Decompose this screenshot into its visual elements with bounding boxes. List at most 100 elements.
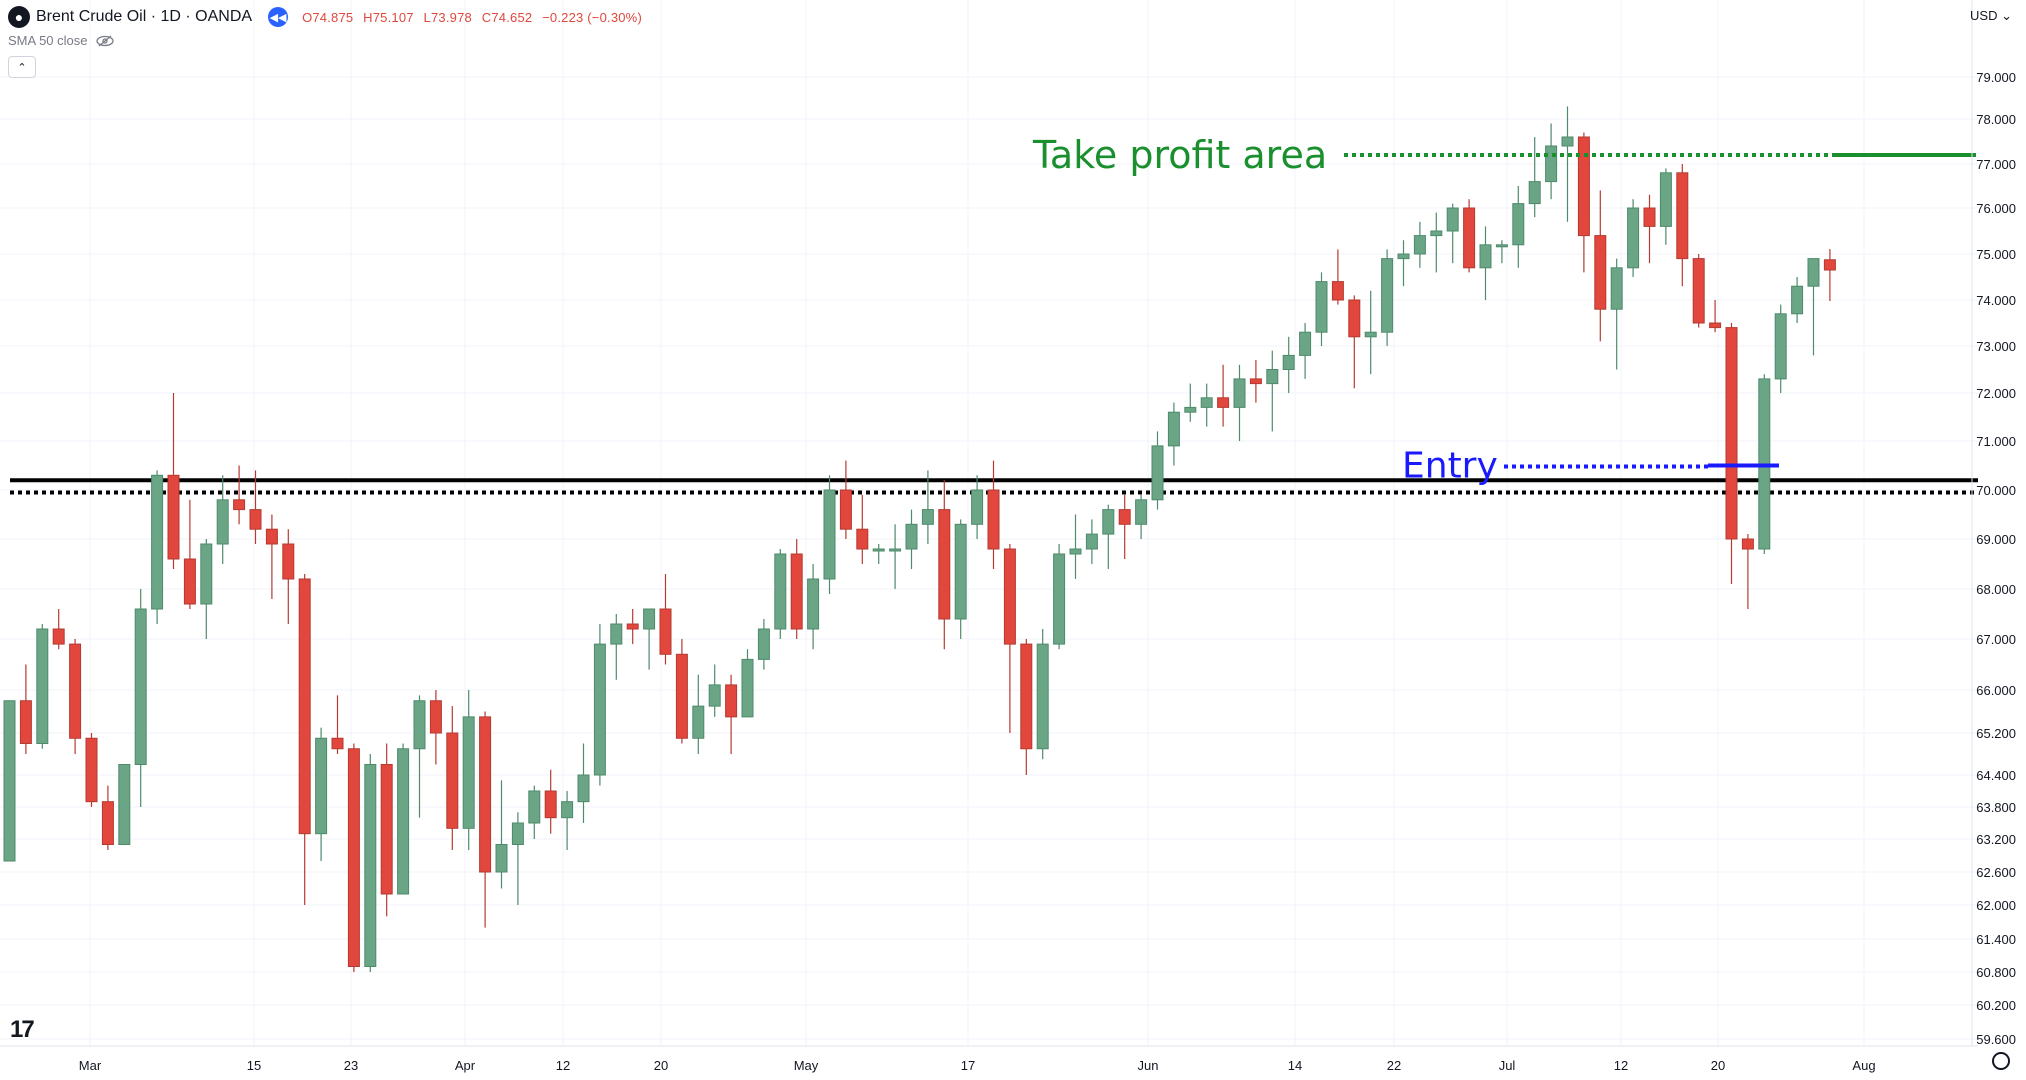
candle <box>1085 519 1098 564</box>
ohlc-values: O74.875 H75.107 L73.978 C74.652 −0.223 (… <box>302 10 648 25</box>
candle <box>1053 544 1066 650</box>
settings-gear-icon[interactable] <box>1992 1052 2010 1070</box>
candle <box>692 674 705 754</box>
candle-body <box>626 623 639 630</box>
candle-body <box>216 499 229 545</box>
candle <box>1659 168 1672 245</box>
candle-body <box>1495 244 1508 248</box>
candle <box>380 743 393 917</box>
candle <box>347 743 360 972</box>
candle-body <box>1610 267 1623 310</box>
candles <box>3 106 1836 972</box>
annotations: Take profit area Entry <box>1032 133 1976 487</box>
candle-body <box>380 764 393 895</box>
candle-body <box>872 548 885 552</box>
candle-body <box>823 489 836 580</box>
candle <box>1446 203 1459 264</box>
candle <box>1430 212 1443 273</box>
candle <box>1266 350 1279 432</box>
price-tick-label: 76.000 <box>1976 201 2016 216</box>
candle <box>1233 364 1246 441</box>
candle-body <box>1167 411 1180 447</box>
candle <box>1151 431 1164 510</box>
candle <box>1249 360 1262 403</box>
candle <box>3 700 16 862</box>
candle <box>233 465 246 525</box>
candle-body <box>1479 244 1492 269</box>
candle-body <box>561 801 574 819</box>
candle-body <box>479 716 492 873</box>
candle-body <box>265 528 278 545</box>
candle <box>1545 123 1558 200</box>
collapse-legend-button[interactable]: ◀◀ <box>268 7 289 27</box>
candle <box>1118 494 1131 559</box>
candle <box>1331 249 1344 305</box>
high-value: H75.107 <box>363 9 414 25</box>
candle <box>1397 240 1410 287</box>
price-tick-label: 59.600 <box>1976 1032 2016 1047</box>
candle <box>1217 364 1230 427</box>
candle <box>151 470 164 624</box>
candle <box>1299 323 1312 379</box>
eye-hidden-icon[interactable] <box>95 35 114 47</box>
time-axis[interactable]: Mar 15 23 Apr 12 20 May 17 Jun 14 22 Jul 12 20 Aug <box>0 1045 1978 1073</box>
indicator-label: SMA 50 close <box>8 33 88 48</box>
symbol-title[interactable]: Brent Crude Oil · 1D · OANDA <box>36 8 253 25</box>
candle-body <box>1249 378 1262 385</box>
price-axis[interactable]: 79.000 78.000 77.000 76.000 75.000 74.000 73.0… <box>1971 0 2016 1047</box>
candle <box>1200 383 1213 427</box>
candle-body <box>1069 548 1082 555</box>
chevron-down-icon: ⌄ <box>2001 8 2012 23</box>
candle-body <box>954 523 967 620</box>
candle <box>708 664 721 717</box>
candle-body <box>856 528 869 550</box>
candle <box>1791 277 1804 323</box>
candle <box>757 619 770 670</box>
candle-body <box>36 628 49 744</box>
candle <box>265 514 278 599</box>
candle-body <box>364 764 377 967</box>
candle-body <box>511 822 524 845</box>
candle-body <box>725 684 738 718</box>
candle-body <box>249 509 262 530</box>
candle-body <box>19 700 32 744</box>
candle-body <box>1135 499 1148 525</box>
candle <box>495 780 508 889</box>
candle-body <box>1413 235 1426 255</box>
candle <box>1184 383 1197 422</box>
entry-label: Entry <box>1402 446 1498 487</box>
candle <box>1823 249 1836 302</box>
indicator-legend[interactable]: SMA 50 close <box>8 33 114 48</box>
price-tick-label: 75.000 <box>1976 247 2016 262</box>
collapse-indicators-button[interactable]: ⌃ <box>8 56 36 78</box>
candle-body <box>1692 258 1705 324</box>
candle-body <box>659 608 672 655</box>
candle-body <box>446 732 459 829</box>
candle-body <box>1151 445 1164 501</box>
candle-body <box>1348 299 1361 338</box>
candle-body <box>462 716 475 829</box>
candle <box>1069 514 1082 579</box>
candle <box>1495 240 1508 264</box>
currency-selector[interactable]: USD ⌄ <box>1970 8 2012 24</box>
price-tick-label: 67.000 <box>1976 632 2016 647</box>
price-tick-label: 72.000 <box>1976 386 2016 401</box>
candle-body <box>1053 553 1066 645</box>
candle <box>69 639 82 754</box>
candle-body <box>151 474 164 610</box>
candle-body <box>397 748 410 895</box>
candle-body <box>1102 509 1115 535</box>
candle-body <box>938 509 951 620</box>
candle <box>675 639 688 744</box>
candle-body <box>1643 207 1656 227</box>
candle <box>1528 137 1541 218</box>
candle-body <box>528 790 541 824</box>
tradingview-logo-icon[interactable]: 17 <box>10 1016 35 1043</box>
candle <box>774 549 787 639</box>
candle <box>1020 639 1033 775</box>
candle-body <box>1725 327 1738 540</box>
candle-body <box>1266 369 1279 385</box>
candle <box>856 494 869 564</box>
candle-body <box>1233 378 1246 408</box>
